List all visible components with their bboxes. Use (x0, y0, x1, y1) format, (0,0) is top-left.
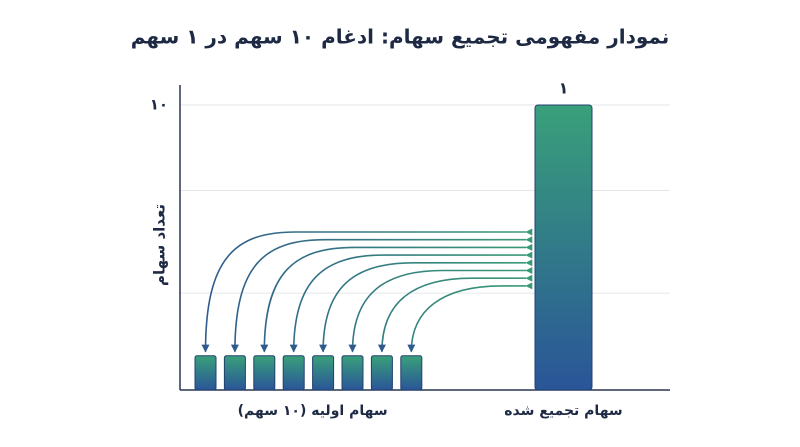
small-bar (194, 355, 217, 391)
arrow (407, 282, 533, 353)
arrow (230, 236, 533, 353)
chart-title: نمودار مفهومی تجمیع سهام: ادغام ۱۰ سهم د… (131, 25, 670, 49)
small-bar (370, 355, 393, 391)
arrow (289, 251, 533, 353)
y-axis-label: تعداد سهام (151, 204, 169, 286)
y-tick-label: ۱۰ (150, 95, 168, 113)
small-bar (282, 355, 305, 391)
group-label: سهام تجمیع شده (504, 403, 622, 419)
small-bar (223, 355, 246, 391)
group-label: سهام اولیه (۱۰ سهم) (238, 403, 388, 419)
arrow (348, 267, 533, 353)
small-bar (400, 355, 423, 391)
bar-annotation: ۱ (559, 78, 569, 97)
arrow (377, 274, 533, 353)
arrow (201, 228, 533, 353)
small-bar (341, 355, 364, 391)
small-bar (312, 355, 335, 391)
small-bar (253, 355, 276, 391)
aggregated-bar (534, 104, 593, 391)
